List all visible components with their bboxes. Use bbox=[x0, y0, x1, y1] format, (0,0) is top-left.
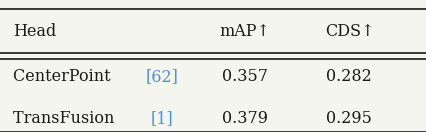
Text: 0.357: 0.357 bbox=[222, 68, 268, 85]
Text: [62]: [62] bbox=[145, 68, 178, 85]
Text: 0.295: 0.295 bbox=[326, 110, 372, 127]
Text: TransFusion: TransFusion bbox=[13, 110, 119, 127]
Text: [1]: [1] bbox=[150, 110, 173, 127]
Text: 0.379: 0.379 bbox=[222, 110, 268, 127]
Text: mAP↑: mAP↑ bbox=[219, 23, 271, 40]
Text: CDS↑: CDS↑ bbox=[325, 23, 374, 40]
Text: 0.282: 0.282 bbox=[326, 68, 372, 85]
Text: CenterPoint: CenterPoint bbox=[13, 68, 115, 85]
Text: Head: Head bbox=[13, 23, 56, 40]
